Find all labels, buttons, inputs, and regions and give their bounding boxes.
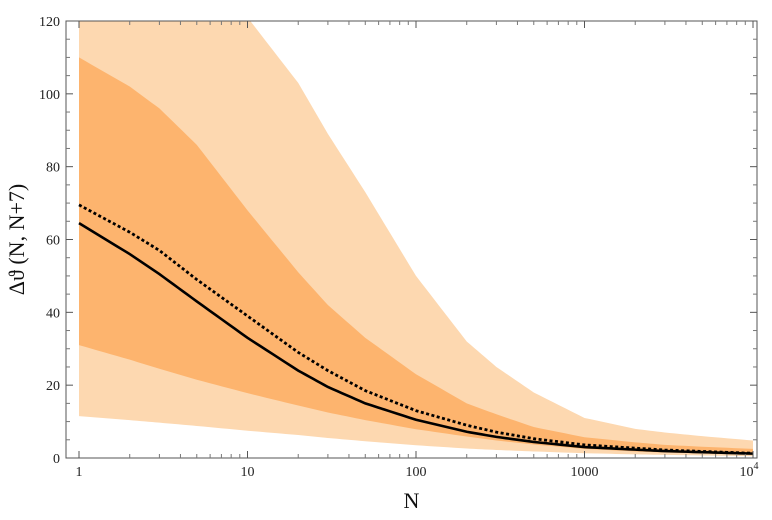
x-tick-exponent: 4 [754, 461, 759, 472]
x-tick-label: 104 [740, 461, 759, 480]
series-line-2 [78, 203, 754, 455]
y-tick-label: 60 [46, 234, 60, 249]
x-tick-label: 100 [406, 465, 427, 480]
y-tick-label: 100 [39, 88, 60, 103]
x-tick-label: 1 [76, 465, 83, 480]
y-tick-label: 40 [46, 306, 60, 321]
y-tick-label: 20 [46, 379, 60, 394]
y-tick-label: 0 [53, 452, 60, 467]
band-2 [79, 57, 753, 455]
x-axis-title: N [404, 488, 420, 513]
x-tick-label: 10 [241, 465, 255, 480]
y-axis-title: Δϑ (N, N+7) [4, 184, 29, 295]
series-lines [78, 203, 754, 455]
confidence-bands [79, 21, 753, 457]
x-tick-label: 1000 [571, 465, 599, 480]
y-tick-label: 80 [46, 161, 60, 176]
y-tick-label: 120 [39, 15, 60, 30]
